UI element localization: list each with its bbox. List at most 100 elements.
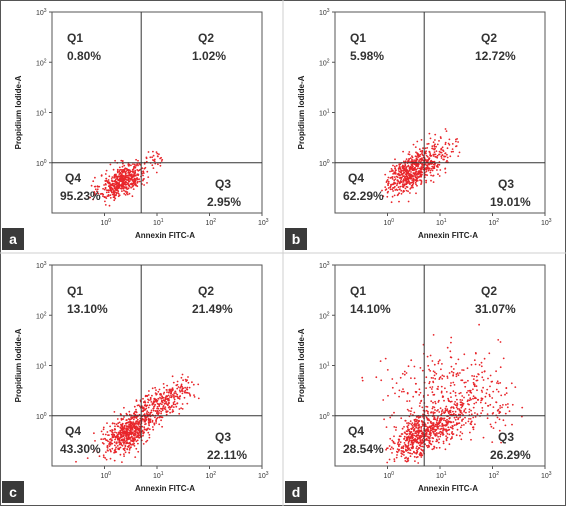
scatter-point [104,173,107,175]
panel-tag-background [285,228,307,250]
scatter-point [151,426,154,428]
scatter-point [431,386,434,388]
scatter-point [450,150,453,153]
scatter-point [405,433,408,436]
scatter-point [383,418,385,421]
scatter-point [413,455,416,458]
scatter-point [433,411,436,414]
scatter-point [180,383,183,386]
scatter-point [160,393,163,396]
scatter-point [416,422,419,425]
scatter-point [431,391,434,394]
quadrant-percent-q1: 14.10% [350,302,391,316]
scatter-point [92,194,95,196]
scatter-point [164,400,166,403]
scatter-point [392,186,395,189]
scatter-point [428,425,431,428]
scatter-point [414,452,416,454]
scatter-point [128,441,131,444]
scatter-point [438,377,441,379]
scatter-point [446,346,449,349]
scatter-point [399,435,402,438]
scatter-point [464,385,467,388]
scatter-point [123,427,125,429]
scatter-point [171,387,174,389]
panel-tag-label: b [292,231,301,247]
scatter-point [114,431,116,434]
scatter-point [388,445,391,447]
scatter-point [361,379,364,382]
scatter-point [427,412,429,415]
scatter-point [186,391,189,394]
scatter-point [492,427,495,429]
scatter-point [161,401,164,403]
scatter-point [418,405,421,407]
scatter-point [124,194,127,196]
scatter-point [111,183,114,186]
scatter-point [475,375,478,378]
scatter-point [415,170,418,173]
quadrant-name-q1: Q1 [67,31,83,45]
scatter-point [156,399,159,402]
scatter-point [410,175,413,177]
scatter-point [166,389,168,391]
scatter-point [403,437,406,440]
scatter-point [461,412,463,414]
scatter-point [435,432,438,434]
scatter-point [468,411,471,413]
scatter-point [437,360,440,363]
scatter-point [412,180,415,183]
scatter-point [453,416,456,419]
scatter-point [426,147,429,149]
scatter-point [119,177,121,179]
x-tick-label: 100 [384,471,395,480]
scatter-point [108,443,110,445]
scatter-point [411,158,413,161]
scatter-point [154,410,157,412]
scatter-point [453,424,456,427]
scatter-point [92,198,94,201]
scatter-point [434,400,436,403]
scatter-point [94,185,97,188]
scatter-point [395,426,397,429]
scatter-point [390,183,392,186]
scatter-point [498,418,501,421]
scatter-point [472,428,475,431]
scatter-point [425,179,427,182]
scatter-point [132,188,135,191]
scatter-point [165,401,168,403]
scatter-point [456,402,458,405]
scatter-point [426,418,429,420]
scatter-point [124,171,127,174]
scatter-point [161,395,163,398]
scatter-point [94,440,96,442]
scatter-point [420,139,423,141]
scatter-point [391,439,394,442]
scatter-point [148,390,150,392]
scatter-point [429,436,431,438]
scatter-point [446,432,449,435]
scatter-point [179,390,182,393]
scatter-point [147,401,150,404]
panel-tag-background [285,481,307,503]
scatter-point [415,426,418,429]
scatter-point [131,429,134,431]
scatter-point [176,393,179,396]
scatter-point [495,388,498,391]
scatter-point [441,363,443,365]
scatter-point [464,422,467,424]
scatter-point [135,420,138,423]
quadrant-percent-q1: 13.10% [67,302,108,316]
scatter-point [96,190,98,193]
scatter-point [116,171,119,174]
scatter-point [136,173,139,176]
scatter-point [123,406,125,409]
scatter-point [403,454,405,456]
scatter-point [121,190,123,193]
scatter-point [438,359,441,361]
scatter-point [502,419,505,422]
scatter-point [401,390,403,393]
scatter-point [113,186,116,189]
scatter-point [446,156,449,159]
scatter-point [394,158,396,161]
